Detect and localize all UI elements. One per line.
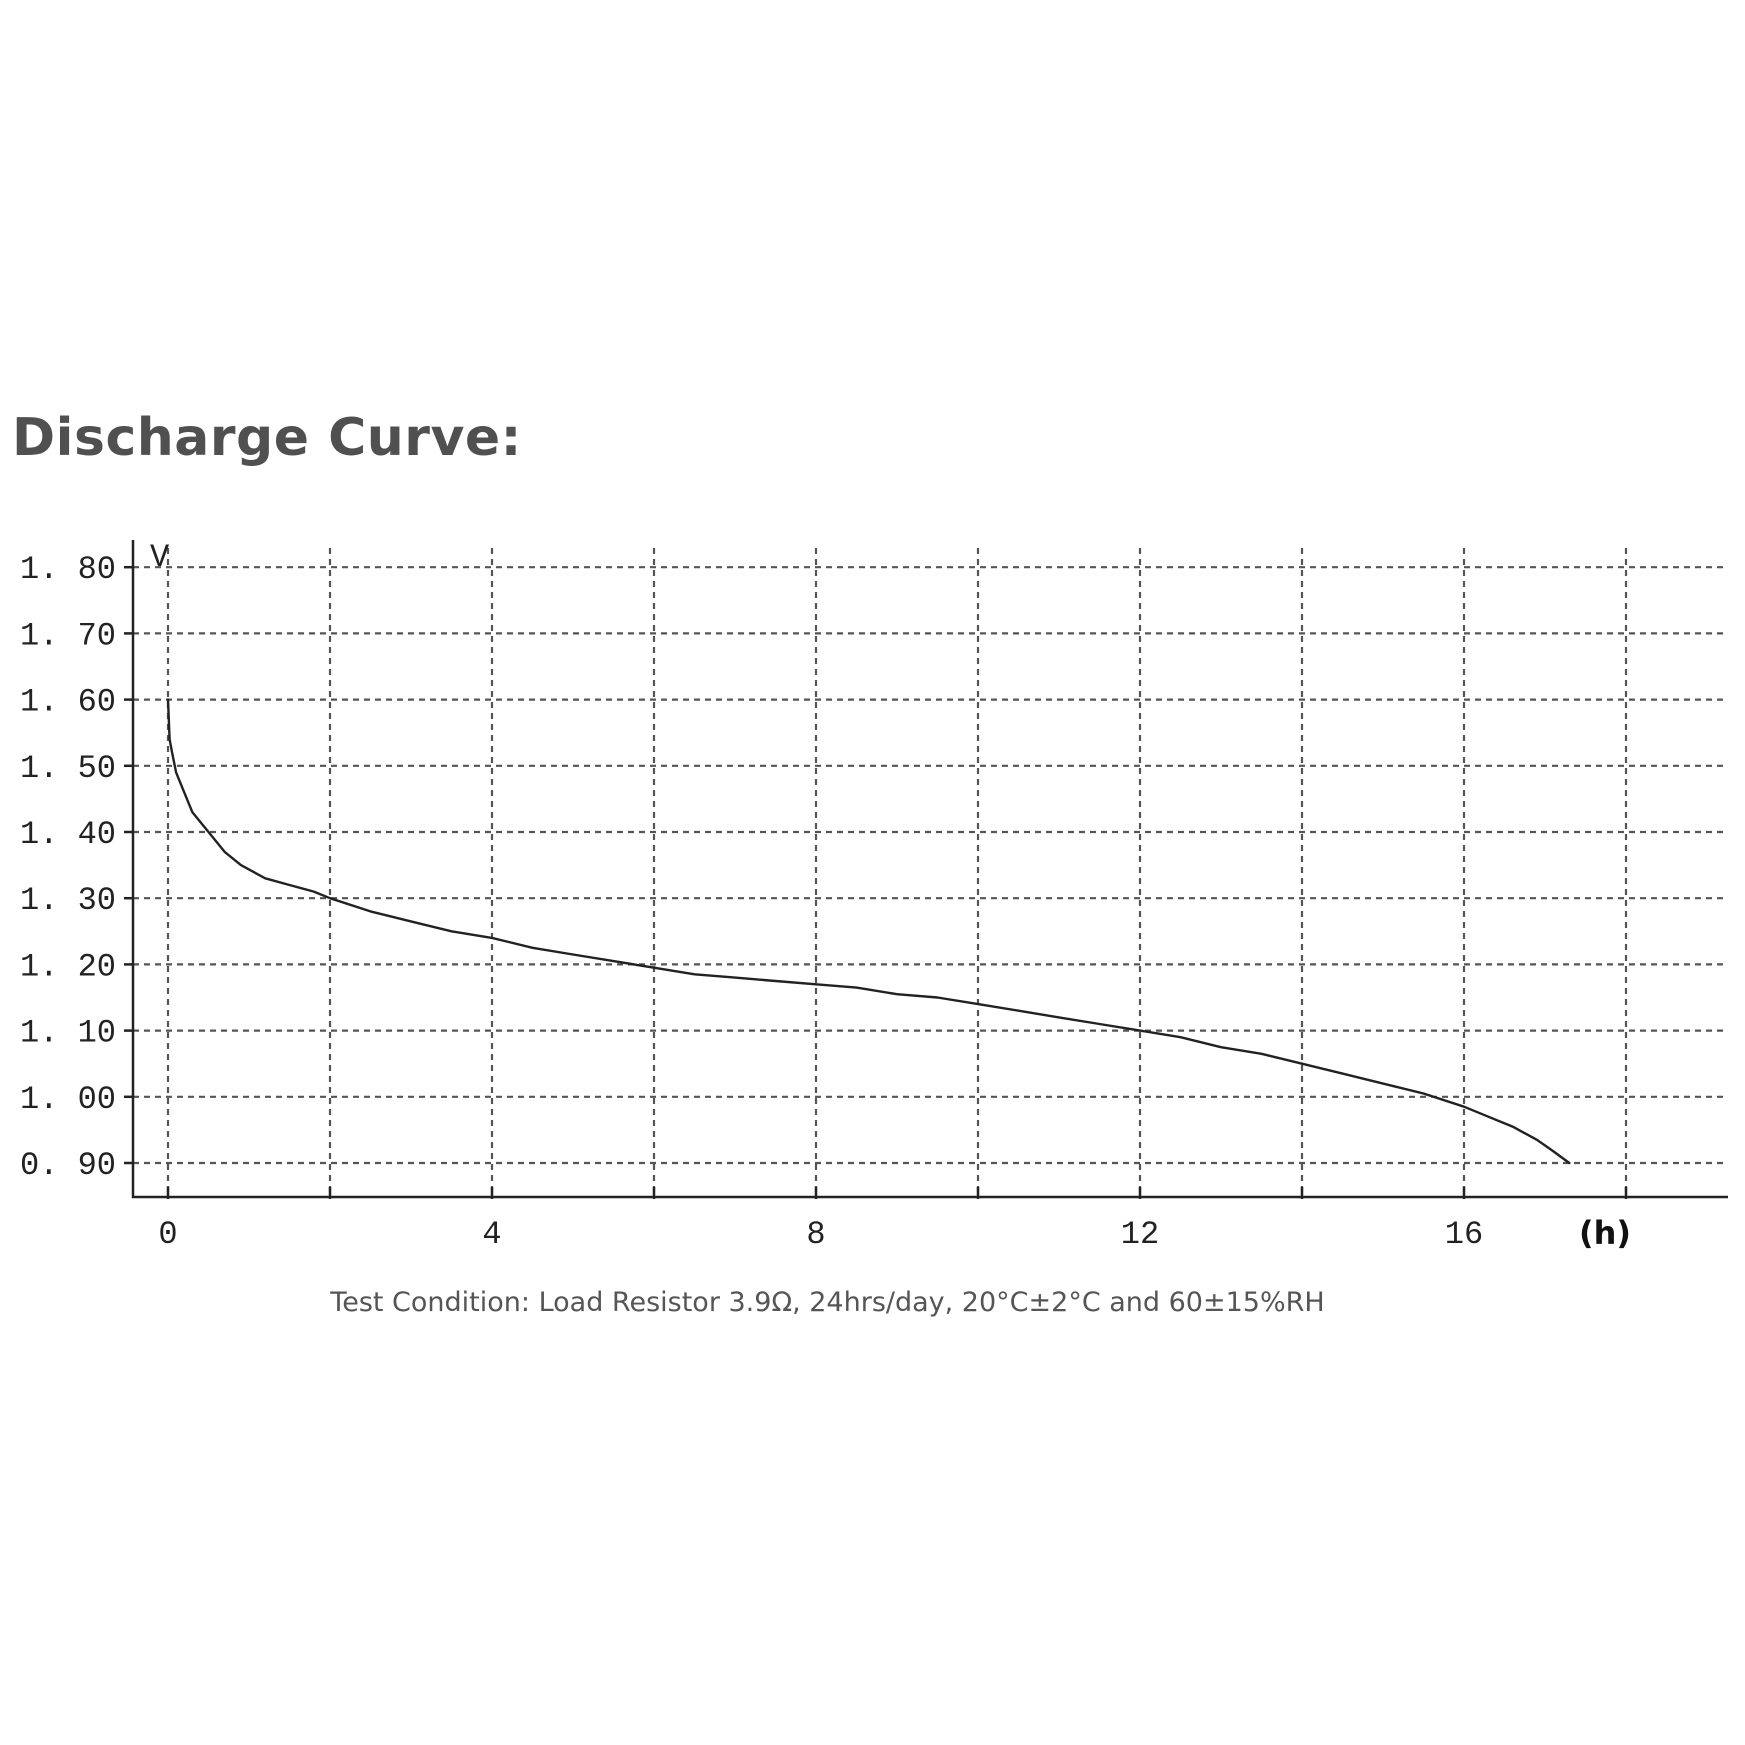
test-condition-caption: Test Condition: Load Resistor 3.9Ω, 24hr… — [330, 1287, 1325, 1318]
y-tick-label: 1. 50 — [20, 750, 116, 787]
x-tick-label: 8 — [806, 1216, 825, 1253]
page-title: Discharge Curve: — [12, 408, 522, 468]
grid-layer — [133, 548, 1728, 1197]
x-tick-label: 16 — [1445, 1216, 1483, 1253]
x-tick-label: 12 — [1121, 1216, 1159, 1253]
y-tick-label: 1. 10 — [20, 1015, 116, 1052]
y-tick-label: 1. 40 — [20, 816, 116, 853]
discharge-curve-line — [166, 698, 1571, 1165]
y-tick-label: 0. 90 — [20, 1147, 116, 1184]
axis-layer: V (h) — [131, 539, 1728, 1252]
y-tick-label: 1. 00 — [20, 1081, 116, 1118]
y-tick-label: 1. 80 — [20, 551, 116, 588]
y-tick-label: 1. 60 — [20, 684, 116, 721]
x-tick-label: 4 — [482, 1216, 501, 1253]
tick-layer: 0. 90 1. 00 1. 10 1. 20 1. 30 1. 40 1. 50 1. 60… — [20, 551, 1628, 1253]
y-tick-label: 1. 30 — [20, 882, 116, 919]
y-axis-label: V — [150, 539, 170, 576]
y-tick-label: 1. 70 — [20, 617, 116, 654]
y-tick-label: 1. 20 — [20, 948, 116, 985]
x-axis-label: (h) — [1579, 1214, 1631, 1252]
x-tick-label: 0 — [158, 1216, 177, 1253]
curve-layer — [166, 698, 1571, 1165]
